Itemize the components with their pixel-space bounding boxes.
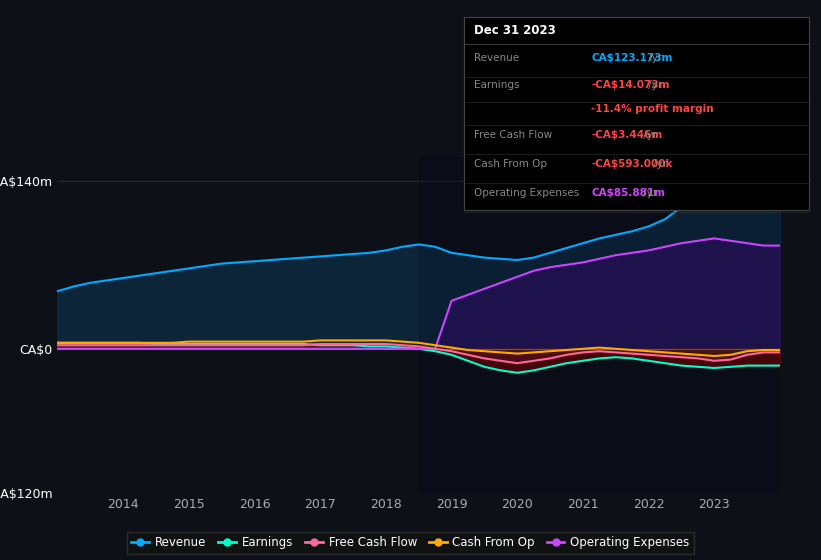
Text: /yr: /yr <box>645 81 663 90</box>
Text: Operating Expenses: Operating Expenses <box>474 188 579 198</box>
Bar <box>419 157 780 493</box>
Text: Free Cash Flow: Free Cash Flow <box>474 130 552 140</box>
Text: -CA$593.000k: -CA$593.000k <box>591 159 672 169</box>
Text: -CA$14.073m: -CA$14.073m <box>591 81 670 90</box>
Text: CA$85.881m: CA$85.881m <box>591 188 665 198</box>
Text: Earnings: Earnings <box>474 81 519 90</box>
Text: Cash From Op: Cash From Op <box>474 159 547 169</box>
Text: /yr: /yr <box>650 159 667 169</box>
Text: /yr: /yr <box>640 130 658 140</box>
Legend: Revenue, Earnings, Free Cash Flow, Cash From Op, Operating Expenses: Revenue, Earnings, Free Cash Flow, Cash … <box>126 531 695 554</box>
Text: CA$123.173m: CA$123.173m <box>591 53 672 63</box>
Text: /yr: /yr <box>645 53 663 63</box>
Text: Revenue: Revenue <box>474 53 519 63</box>
Text: -11.4% profit margin: -11.4% profit margin <box>591 104 713 114</box>
Text: -CA$3.446m: -CA$3.446m <box>591 130 663 140</box>
Text: /yr: /yr <box>640 188 658 198</box>
Text: Dec 31 2023: Dec 31 2023 <box>474 24 556 36</box>
